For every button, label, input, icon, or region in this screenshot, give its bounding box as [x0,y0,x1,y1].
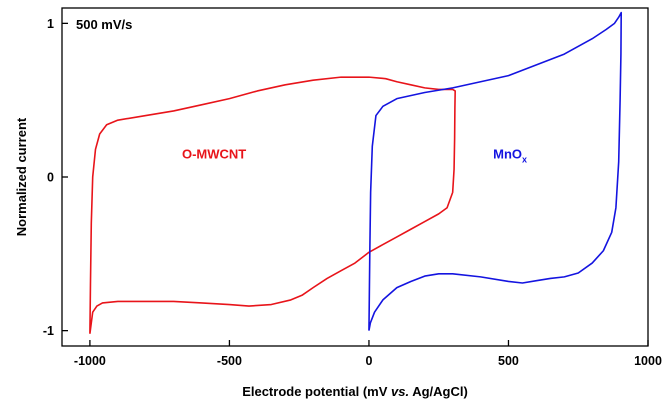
x-tick-label: 1000 [634,354,662,368]
x-tick-label: 0 [365,354,372,368]
x-tick-label: -500 [217,354,242,368]
x-axis-label-part-3: Ag/AgCl) [409,384,468,399]
x-ticks: -1000 -500 0 500 1000 [74,340,662,368]
y-tick-label: 0 [47,171,54,185]
rate-annotation: 500 mV/s [76,17,132,32]
series-label-mnox: MnOx [493,147,527,165]
plot-frame [61,7,649,347]
y-ticks: -1 0 1 [43,17,68,338]
x-axis-label-part-1: Electrode potential (mV [242,384,391,399]
x-axis-label-part-2: vs. [391,384,409,399]
y-tick-label: -1 [43,324,54,338]
series-label-main: O-MWCNT [182,147,246,162]
series-line-o-mwcnt [89,76,456,334]
x-tick-label: 500 [498,354,519,368]
series-label-main: MnO [493,147,522,162]
y-tick-label: 1 [47,17,54,31]
series-layer [89,11,623,334]
series-label-subscript: x [522,155,527,165]
x-axis-label: Electrode potential (mV vs. Ag/AgCl) [242,384,468,399]
x-tick-label: -1000 [74,354,106,368]
y-axis-label: Normalized current [14,117,29,236]
series-label-o-mwcnt: O-MWCNT [182,147,246,162]
series-line-mnox [368,11,623,331]
series-labels: O-MWCNT MnOx [182,147,527,165]
